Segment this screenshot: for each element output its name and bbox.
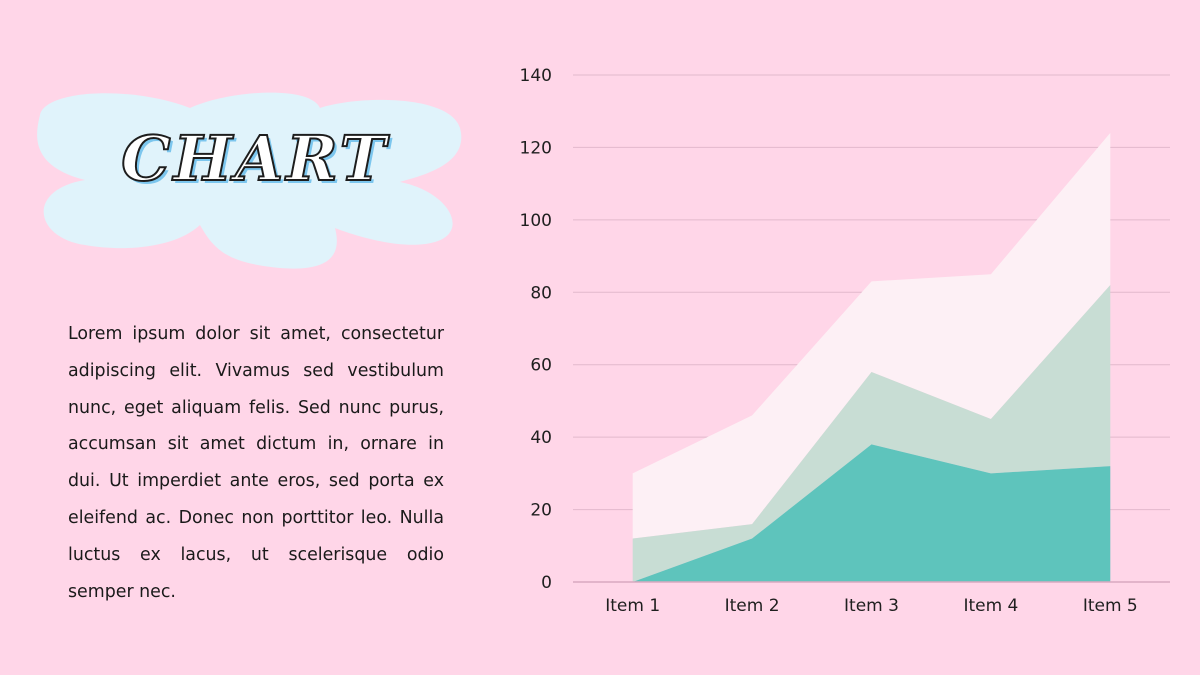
area-series-fill <box>632 285 1111 582</box>
y-tick-label: 20 <box>530 501 552 521</box>
x-tick-label: Item 1 <box>605 596 660 616</box>
x-tick-label: Item 5 <box>1083 596 1138 616</box>
x-tick-label: Item 4 <box>963 596 1018 616</box>
area-series-2 <box>632 285 1111 582</box>
area-series-3 <box>632 132 1111 539</box>
stacked-area-chart: 0 20 40 60 80 100 120 140 Item 1 Item 2 Item 3 Item… <box>520 66 1170 616</box>
y-tick-label: 80 <box>530 283 552 303</box>
y-tick-label: 100 <box>520 211 552 231</box>
x-tick-label: Item 3 <box>844 596 899 616</box>
y-tick-label: 120 <box>520 138 552 158</box>
y-tick-label: 140 <box>520 66 552 86</box>
y-tick-label: 40 <box>530 428 552 448</box>
area-series-fill <box>632 444 1111 582</box>
area-series-fill <box>632 132 1111 539</box>
area-series-1 <box>632 444 1111 582</box>
area-series-group <box>632 132 1111 582</box>
title-blob-shape <box>37 92 462 269</box>
axes: 0 20 40 60 80 100 120 140 Item 1 Item 2 Item 3 Item… <box>520 66 1170 616</box>
slide-title: CHART <box>120 121 389 196</box>
y-tick-label: 0 <box>541 573 552 593</box>
x-tick-label: Item 2 <box>725 596 780 616</box>
body-paragraph: Lorem ipsum dolor sit amet, consectetur … <box>68 324 444 602</box>
y-tick-label: 60 <box>530 356 552 376</box>
